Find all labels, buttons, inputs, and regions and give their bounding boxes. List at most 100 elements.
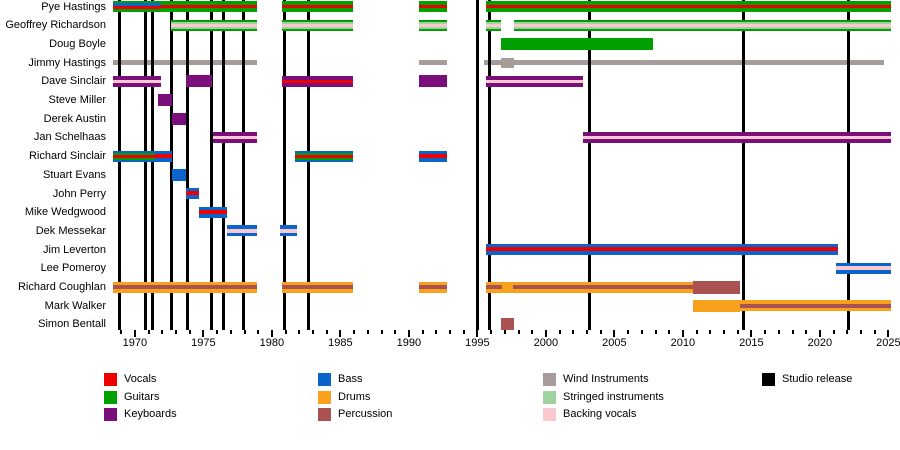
instrument-stripe-bass xyxy=(113,3,161,6)
studio-release-line xyxy=(143,0,147,330)
axis-minor-tick xyxy=(366,330,369,334)
instrument-stripe-vocals xyxy=(485,5,892,8)
instrument-stripe-guitars xyxy=(485,1,892,5)
axis-minor-tick xyxy=(832,330,835,334)
instrument-stripe-drums xyxy=(740,307,892,312)
axis-minor-tick xyxy=(421,330,424,334)
axis-major-tick xyxy=(818,330,821,337)
instrument-stripe-bass xyxy=(199,213,227,218)
instrument-stripe-guitars xyxy=(281,19,353,22)
instrument-stripe-strings xyxy=(485,26,501,29)
legend-label-guitars: Guitars xyxy=(124,390,160,403)
instrument-stripe-keyboards xyxy=(281,82,353,87)
timeline-bar xyxy=(692,280,741,294)
member-label: Jimmy Hastings xyxy=(28,56,106,69)
studio-release-line xyxy=(186,0,190,330)
instrument-stripe-bass xyxy=(155,150,172,154)
instrument-stripe-vocals xyxy=(160,5,257,8)
axis-minor-tick xyxy=(736,330,739,334)
instrument-stripe-bass xyxy=(418,150,448,154)
instrument-stripe-keyboards xyxy=(418,75,448,88)
axis-minor-tick xyxy=(709,330,712,334)
member-label: Geoffrey Richardson xyxy=(5,19,106,32)
axis-minor-tick xyxy=(640,330,643,334)
instrument-stripe-bass xyxy=(280,232,297,237)
axis-minor-tick xyxy=(654,330,657,334)
axis-year-label: 2025 xyxy=(876,337,900,349)
axis-minor-tick xyxy=(394,330,397,334)
instrument-stripe-guitars xyxy=(113,9,161,12)
timeline-bar xyxy=(514,19,892,31)
timeline-bar xyxy=(500,318,515,331)
member-label: Dek Messekar xyxy=(35,224,106,237)
timeline-bar xyxy=(485,244,838,256)
timeline-bar xyxy=(500,57,515,68)
timeline-bar xyxy=(692,299,741,312)
instrument-stripe-backing xyxy=(281,23,353,27)
axis-minor-tick xyxy=(558,330,561,334)
instrument-stripe-strings xyxy=(418,26,448,29)
instrument-stripe-drums xyxy=(513,281,693,286)
studio-release-line xyxy=(588,0,592,330)
member-label: Mark Walker xyxy=(44,299,106,312)
legend-label-vocals: Vocals xyxy=(124,373,157,385)
timeline-bar xyxy=(485,19,501,31)
studio-release-line xyxy=(488,0,492,330)
instrument-stripe-guitars xyxy=(281,1,353,5)
instrument-stripe-guitars xyxy=(418,1,448,5)
legend-label-wind-instruments: Wind Instruments xyxy=(563,373,649,385)
timeline-bar xyxy=(113,1,161,12)
member-label: Derek Austin xyxy=(43,112,106,125)
timeline-bar xyxy=(158,94,172,106)
instrument-stripe-guitars xyxy=(418,8,448,12)
instrument-stripe-bass xyxy=(836,270,892,274)
instrument-stripe-keyboards xyxy=(113,75,161,80)
axis-minor-tick xyxy=(860,330,863,334)
timeline-bar xyxy=(281,19,353,31)
instrument-stripe-wind xyxy=(113,60,257,66)
legend-swatch-vocals xyxy=(104,373,117,386)
legend-label-bass: Bass xyxy=(338,373,363,385)
instrument-stripe-bass xyxy=(185,188,200,191)
timeline-bar xyxy=(281,281,353,293)
instrument-stripe-strings xyxy=(514,21,892,24)
legend-label-studio-release: Studio release xyxy=(782,373,853,385)
instrument-stripe-backing xyxy=(582,135,892,139)
axis-minor-tick xyxy=(503,330,506,334)
instrument-stripe-backing xyxy=(514,23,892,27)
axis-major-tick xyxy=(750,330,753,337)
studio-release-line xyxy=(210,0,214,330)
member-label: Jim Leverton xyxy=(43,243,106,256)
timeline-bar xyxy=(281,1,353,12)
instrument-stripe-vocals xyxy=(113,6,161,9)
timeline-bar xyxy=(171,168,186,181)
axis-minor-tick xyxy=(243,330,246,334)
axis-minor-tick xyxy=(325,330,328,334)
instrument-stripe-guitars xyxy=(295,157,353,160)
axis-minor-tick xyxy=(353,330,356,334)
member-label: Lee Pomeroy xyxy=(40,262,106,275)
instrument-stripe-backing xyxy=(418,23,448,27)
instrument-stripe-guitars xyxy=(418,28,448,31)
axis-minor-tick xyxy=(229,330,232,334)
instrument-stripe-keyboards xyxy=(485,82,583,87)
instrument-stripe-keyboards xyxy=(281,75,353,80)
instrument-stripe-guitars xyxy=(514,28,892,31)
axis-minor-tick xyxy=(846,330,849,334)
instrument-stripe-backing xyxy=(170,23,257,27)
axis-minor-tick xyxy=(572,330,575,334)
axis-minor-tick xyxy=(517,330,520,334)
axis-minor-tick xyxy=(312,330,315,334)
axis-minor-tick xyxy=(161,330,164,334)
instrument-stripe-vocals xyxy=(295,154,353,158)
instrument-stripe-percussion xyxy=(513,285,693,289)
axis-minor-tick xyxy=(380,330,383,334)
axis-major-tick xyxy=(887,330,890,337)
axis-major-tick xyxy=(544,330,547,337)
axis-minor-tick xyxy=(435,330,438,334)
timeline-bar xyxy=(113,60,257,66)
timeline-bar xyxy=(295,150,353,162)
timeline-bar xyxy=(418,60,448,66)
timeline-bar xyxy=(502,281,514,293)
axis-minor-tick xyxy=(777,330,780,334)
